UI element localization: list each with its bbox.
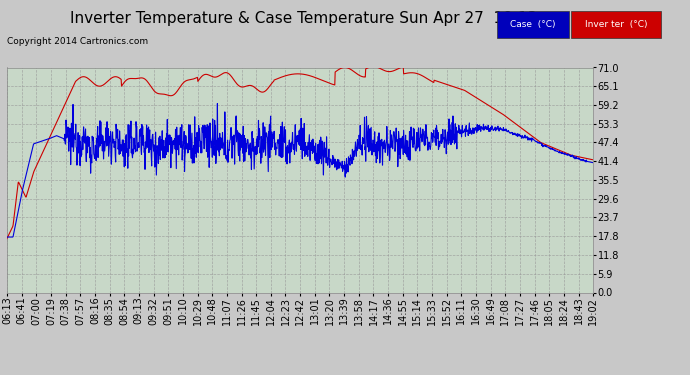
Text: Case  (°C): Case (°C)	[510, 20, 555, 29]
Text: Copyright 2014 Cartronics.com: Copyright 2014 Cartronics.com	[7, 38, 148, 46]
Text: Inver ter  (°C): Inver ter (°C)	[585, 20, 647, 29]
Text: Inverter Temperature & Case Temperature Sun Apr 27  19:13: Inverter Temperature & Case Temperature …	[70, 11, 538, 26]
